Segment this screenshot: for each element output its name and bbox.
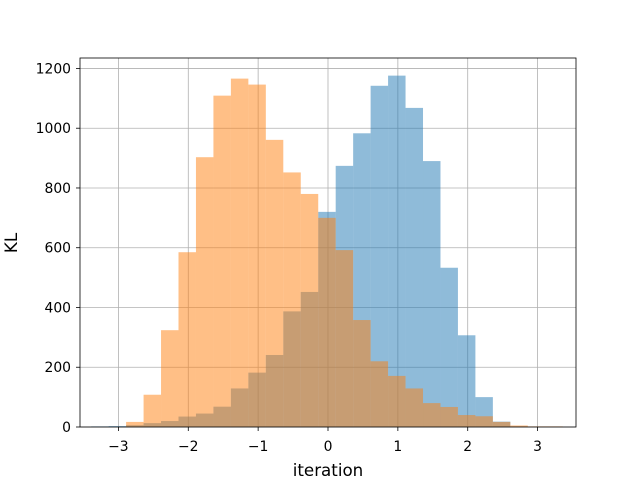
- x-tick-label: 0: [324, 439, 333, 455]
- histogram-bar-series-2: [353, 320, 371, 427]
- histogram-bar-series-2: [405, 388, 424, 427]
- y-axis-label: KL: [1, 232, 21, 253]
- histogram-bar-series-2: [248, 84, 266, 427]
- x-tick-label: −2: [178, 439, 198, 455]
- histogram-bar-series-2: [195, 157, 214, 427]
- x-tick-label: 1: [393, 439, 402, 455]
- axes-layer: −3 −2 −1 0 1 2 3 0 200 400 600 800 1000 1200: [36, 57, 577, 455]
- histogram-bar-series-2: [440, 406, 458, 427]
- histogram-bar-series-1: [423, 161, 441, 427]
- histogram-bar-series-2: [283, 172, 301, 427]
- histogram-bar-series-2: [178, 252, 196, 427]
- histogram-bar-series-1: [370, 85, 389, 427]
- x-tick-label: −3: [108, 439, 128, 455]
- histogram-bar-series-2: [161, 330, 179, 427]
- y-tick-label: 0: [62, 420, 71, 436]
- histogram-bar-series-2: [370, 361, 389, 427]
- x-tick-label: 3: [533, 439, 542, 455]
- histogram-bar-series-2: [335, 250, 354, 427]
- histogram-bar-series-2: [318, 217, 336, 427]
- y-tick-label: 200: [44, 360, 71, 376]
- x-axis-label: iteration: [293, 460, 364, 480]
- histogram-bar-series-2: [423, 403, 441, 427]
- histogram-bar-series-1: [108, 426, 127, 427]
- histogram-bar-series-2: [475, 416, 493, 427]
- histogram-bar-series-2: [230, 78, 249, 427]
- y-tick-label: 1200: [36, 61, 71, 77]
- histogram-bar-series-1: [388, 75, 406, 427]
- histogram-bar-series-2: [388, 375, 406, 427]
- histogram-bar-series-2: [126, 421, 144, 427]
- y-tick-label: 1000: [36, 121, 71, 137]
- x-tick-label: −1: [248, 439, 268, 455]
- y-tick-label: 400: [44, 300, 71, 316]
- bars-layer: [91, 75, 563, 428]
- labels-layer: iteration KL: [1, 232, 363, 480]
- histogram-bar-series-1: [440, 267, 458, 427]
- histogram-bar-series-2: [265, 139, 284, 428]
- histogram-bar-series-2: [213, 95, 231, 427]
- histogram-bar-series-2: [300, 193, 319, 427]
- histogram-bar-series-2: [510, 425, 528, 427]
- histogram-bar-series-2: [492, 421, 511, 427]
- histogram-bar-series-1: [405, 107, 424, 428]
- histogram-bar-series-2: [143, 394, 162, 427]
- y-tick-label: 600: [44, 241, 71, 257]
- y-tick-label: 800: [44, 181, 71, 197]
- x-tick-label: 2: [463, 439, 472, 455]
- histogram-bar-series-2: [457, 415, 476, 427]
- histogram-bar-series-1: [457, 335, 476, 427]
